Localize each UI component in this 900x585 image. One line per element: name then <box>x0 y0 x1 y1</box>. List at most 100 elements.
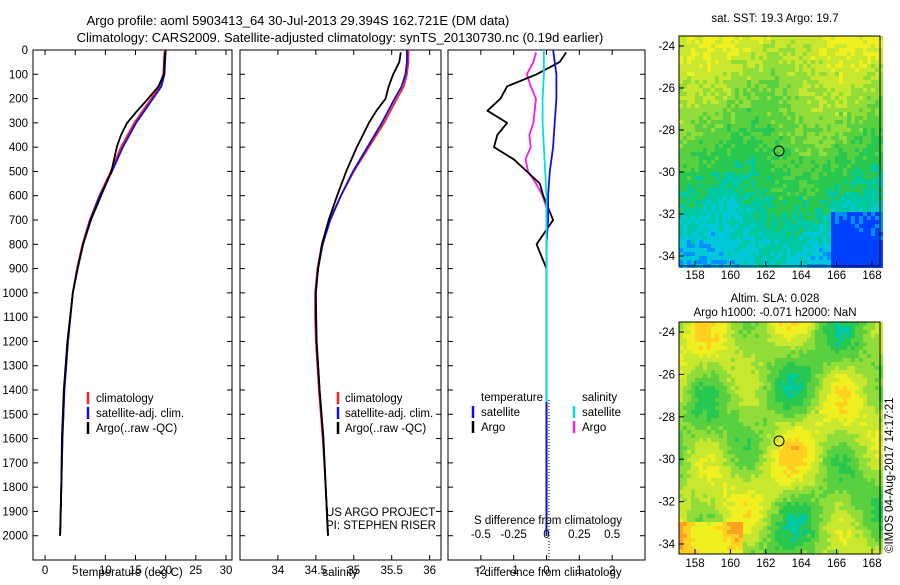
map-cell <box>783 418 787 422</box>
map-cell <box>759 84 763 88</box>
map-cell <box>751 88 755 92</box>
map-cell <box>691 180 695 184</box>
map-cell <box>699 100 703 104</box>
map-cell <box>731 322 735 326</box>
map-cell <box>875 124 879 128</box>
map-cell <box>799 438 803 442</box>
map-cell <box>755 136 759 140</box>
map-cell <box>739 112 743 116</box>
map-cell <box>719 184 723 188</box>
map-cell <box>851 156 855 160</box>
map-cell <box>739 184 743 188</box>
map-cell <box>795 438 799 442</box>
map-cell <box>863 92 867 96</box>
map-cell <box>867 434 871 438</box>
map-cell <box>863 240 867 244</box>
map-cell <box>795 140 799 144</box>
map-cell <box>699 68 703 72</box>
map-cell <box>871 350 875 354</box>
map-cell <box>815 60 819 64</box>
map-cell <box>847 52 851 56</box>
map-cell <box>775 338 779 342</box>
map-cell <box>787 152 791 156</box>
map-cell <box>871 338 875 342</box>
map-cell <box>703 454 707 458</box>
map-cell <box>715 108 719 112</box>
map-cell <box>683 358 687 362</box>
map-cell <box>811 342 815 346</box>
map-cell <box>807 228 811 232</box>
map-cell <box>707 358 711 362</box>
map-cell <box>783 60 787 64</box>
map-cell <box>763 160 767 164</box>
map-cell <box>823 248 827 252</box>
map-cell <box>731 96 735 100</box>
map-cell <box>835 84 839 88</box>
map-cell <box>711 144 715 148</box>
map-cell <box>707 224 711 228</box>
map-cell <box>811 362 815 366</box>
map-cell <box>683 148 687 152</box>
map-cell <box>711 438 715 442</box>
map-cell <box>827 446 831 450</box>
map-cell <box>815 52 819 56</box>
map-cell <box>835 402 839 406</box>
map-cell <box>875 144 879 148</box>
map-cell <box>719 164 723 168</box>
map-cell <box>687 434 691 438</box>
map-cell <box>759 96 763 100</box>
map-cell <box>715 426 719 430</box>
map-cell <box>863 382 867 386</box>
map-cell <box>811 260 815 264</box>
map-cell <box>867 56 871 60</box>
map-cell <box>707 152 711 156</box>
map-cell <box>791 414 795 418</box>
map-cell <box>755 176 759 180</box>
map-cell <box>743 394 747 398</box>
map-cell <box>787 338 791 342</box>
map-cell <box>843 132 847 136</box>
map-cell <box>855 248 859 252</box>
map-cell <box>683 442 687 446</box>
map-cell <box>735 366 739 370</box>
map-cell <box>823 180 827 184</box>
map-cell <box>679 362 683 366</box>
map-cell <box>851 224 855 228</box>
map-cell <box>811 374 815 378</box>
map-cell <box>823 100 827 104</box>
map-cell <box>835 256 839 260</box>
map-cell <box>851 394 855 398</box>
map-cell <box>839 128 843 132</box>
map-cell <box>819 438 823 442</box>
map-cell <box>855 196 859 200</box>
map-cell <box>759 188 763 192</box>
map-cell <box>703 334 707 338</box>
map-cell <box>771 76 775 80</box>
map-cell <box>815 406 819 410</box>
map-cell <box>823 176 827 180</box>
map-cell <box>799 200 803 204</box>
map-cell <box>735 116 739 120</box>
map-cell <box>723 204 727 208</box>
map-cell <box>703 180 707 184</box>
map-cell <box>871 124 875 128</box>
map-cell <box>687 160 691 164</box>
map-cell <box>775 402 779 406</box>
map-cell <box>735 390 739 394</box>
map-cell <box>867 72 871 76</box>
map-cell <box>743 244 747 248</box>
map-cell <box>711 100 715 104</box>
map-cell <box>763 188 767 192</box>
map-cell <box>863 252 867 256</box>
map-cell <box>831 136 835 140</box>
map-cell <box>783 322 787 326</box>
map-cell <box>751 136 755 140</box>
map-cell <box>783 228 787 232</box>
map-cell <box>783 414 787 418</box>
map-cell <box>763 72 767 76</box>
map-cell <box>723 124 727 128</box>
map-cell <box>807 156 811 160</box>
map-cell <box>763 48 767 52</box>
map-cell <box>719 72 723 76</box>
map-cell <box>707 386 711 390</box>
